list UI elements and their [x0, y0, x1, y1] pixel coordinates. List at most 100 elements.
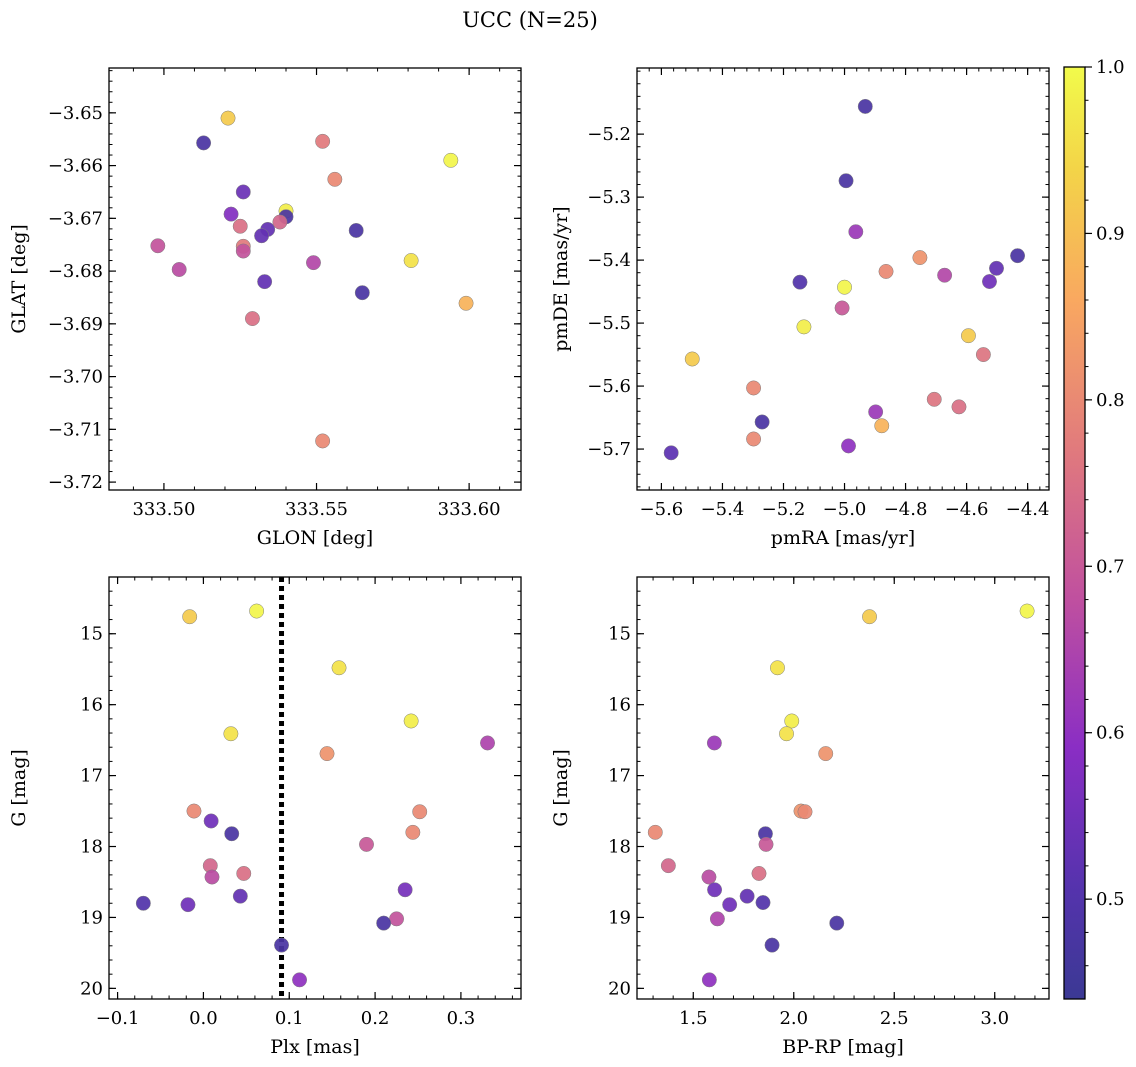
data-point: [1019, 603, 1035, 619]
data-point: [257, 274, 273, 290]
data-point: [848, 224, 864, 240]
data-point: [327, 171, 343, 187]
colorbar-tick-label: 0.7: [1096, 556, 1125, 577]
y-tick-label: −3.70: [48, 367, 103, 388]
figure-title: UCC (N=25): [462, 8, 598, 32]
colorbar-tick-label: 1.0: [1096, 57, 1125, 78]
data-point: [663, 445, 679, 461]
data-point: [912, 250, 928, 266]
y-tick-label: −3.65: [48, 103, 103, 124]
data-point: [975, 347, 991, 363]
data-point: [196, 135, 212, 151]
data-point: [779, 726, 794, 742]
x-axis-label: BP-RP [mag]: [782, 1036, 904, 1058]
data-point: [746, 431, 762, 447]
data-point: [758, 836, 774, 852]
data-point: [254, 228, 270, 244]
x-tick-label: −4.4: [1006, 499, 1050, 520]
colorbar-tick-label: 0.8: [1096, 390, 1125, 411]
data-point: [412, 804, 428, 820]
axes-frame: [108, 67, 522, 491]
data-point: [784, 713, 800, 729]
data-point: [857, 98, 873, 114]
data-point: [707, 882, 723, 898]
x-tick-label: 2.0: [779, 1008, 808, 1029]
y-tick-label: 20: [80, 978, 103, 999]
data-point: [755, 895, 771, 910]
x-tick-label: 0.0: [189, 1008, 218, 1029]
y-tick-label: −5.3: [587, 187, 631, 208]
y-tick-label: −3.72: [48, 472, 103, 493]
x-tick-label: −5.2: [762, 499, 806, 520]
data-point: [739, 888, 755, 904]
data-point: [829, 915, 845, 931]
panel-plx-g: −0.1 0.0 0.1 0.2 0.3 15 16 17 18 19 20 Plx [mas] G […: [8, 576, 522, 1058]
y-tick-label: −3.67: [48, 208, 103, 229]
data-point: [397, 882, 413, 898]
data-point: [862, 609, 877, 625]
data-point: [182, 609, 198, 625]
panel-color-mag: 1.5 2.0 2.5 3.0 15 16 17 18 19 20 BP-RP [mag] G [ma…: [550, 576, 1050, 1058]
data-point: [701, 869, 717, 885]
data-point: [203, 813, 219, 829]
data-point: [376, 915, 392, 931]
panels: 333.50 333.55 333.60 −3.65 −3.66 −3.67 −3.68 −3…: [8, 67, 1050, 1058]
data-point: [792, 274, 808, 290]
x-tick-label: −5.6: [640, 499, 684, 520]
colorbar-tick-label: 0.5: [1096, 889, 1125, 910]
data-point: [315, 133, 331, 149]
data-point: [315, 433, 331, 449]
y-tick-label: 15: [608, 624, 631, 645]
data-point: [249, 603, 265, 619]
data-point: [235, 184, 251, 200]
data-point: [926, 391, 942, 407]
data-point: [443, 152, 459, 168]
x-tick-label: 333.50: [132, 499, 195, 520]
data-point: [150, 238, 166, 254]
data-point: [272, 214, 288, 230]
data-point: [458, 295, 474, 311]
data-point: [951, 399, 967, 415]
data-point: [960, 328, 976, 344]
y-tick-label: 17: [80, 766, 103, 787]
x-tick-label: −4.8: [884, 499, 928, 520]
data-point: [319, 746, 335, 762]
data-point: [232, 218, 248, 234]
data-point: [359, 836, 374, 852]
y-tick-label: −3.71: [48, 419, 103, 440]
data-point: [224, 826, 240, 842]
x-tick-label: −5.0: [823, 499, 867, 520]
y-axis-label: GLAT [deg]: [8, 224, 30, 334]
x-tick-label: 333.60: [438, 499, 501, 520]
data-point: [818, 746, 834, 762]
data-point: [1010, 248, 1026, 264]
data-point: [354, 285, 370, 301]
y-tick-label: −3.68: [48, 261, 103, 282]
y-tick-label: 20: [608, 978, 631, 999]
axes-frame: [108, 576, 522, 1000]
colorbar-tick-label: 0.6: [1096, 723, 1125, 744]
x-tick-label: −4.6: [945, 499, 989, 520]
data-point: [274, 937, 289, 953]
data-point: [874, 418, 890, 434]
y-tick-label: 19: [80, 907, 103, 928]
data-point: [709, 911, 725, 927]
y-tick-label: 17: [608, 766, 631, 787]
data-point: [754, 414, 770, 430]
data-point: [480, 735, 495, 751]
data-point: [186, 803, 202, 819]
data-point: [403, 253, 419, 268]
y-tick-label: −5.6: [587, 376, 631, 397]
y-tick-label: 16: [80, 695, 103, 716]
data-point: [797, 804, 813, 820]
x-tick-label: 0.1: [275, 1008, 304, 1029]
data-point: [405, 824, 421, 840]
y-tick-label: −3.69: [48, 314, 103, 335]
data-point: [838, 173, 854, 189]
axes-frame: [636, 67, 1050, 491]
data-point: [982, 274, 997, 289]
x-axis-label: Plx [mas]: [270, 1036, 360, 1058]
y-tick-label: −3.66: [48, 156, 103, 177]
y-axis-label: G [mag]: [8, 749, 30, 827]
data-point: [403, 713, 419, 729]
